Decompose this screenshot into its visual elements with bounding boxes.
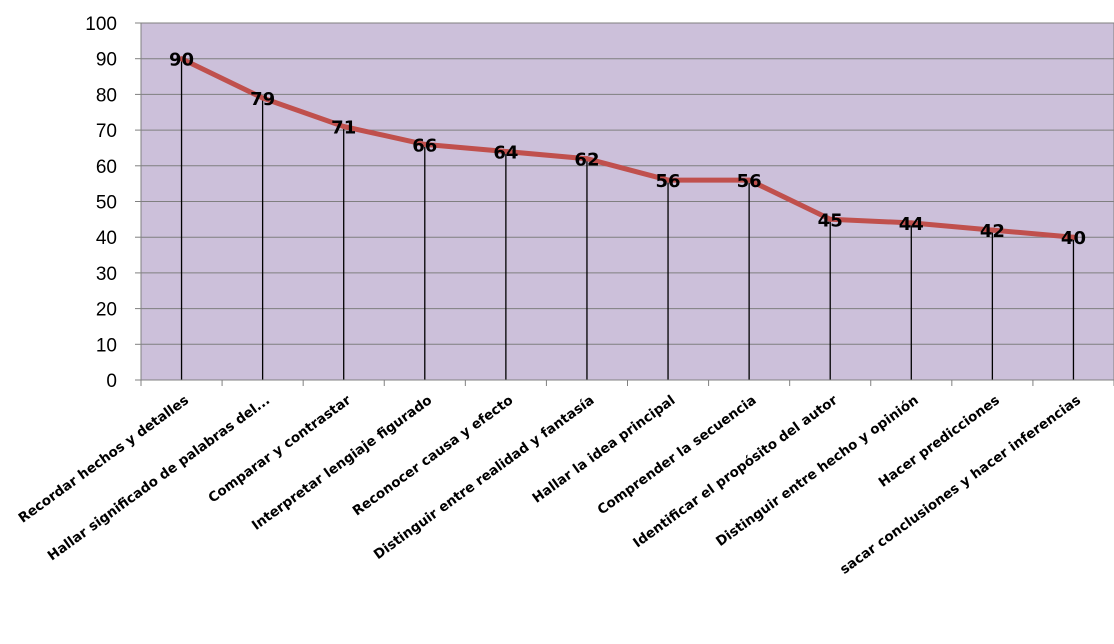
y-tick-label: 0: [106, 371, 117, 392]
data-label: 62: [574, 150, 599, 171]
x-tick-label: Hallar la idea principal: [529, 392, 678, 506]
y-axis-ticks: 0 10 20 30 40 50 60 70 80 90 100: [85, 14, 117, 392]
data-label: 40: [1061, 228, 1086, 249]
series-line: [179, 56, 1076, 240]
data-label: 56: [656, 171, 681, 192]
data-point: [422, 141, 428, 147]
data-label: 64: [493, 143, 518, 164]
data-label: 42: [980, 221, 1005, 242]
gridlines: [141, 22, 1114, 345]
x-tick-label: Reconocer causa y efecto: [350, 392, 517, 519]
data-point: [989, 227, 995, 233]
data-label: 79: [250, 89, 275, 110]
data-point: [1070, 234, 1076, 240]
y-tick-label: 10: [96, 335, 117, 356]
data-label: 90: [169, 50, 194, 71]
y-tick-label: 100: [85, 14, 117, 35]
y-tick-label: 80: [96, 85, 117, 106]
data-point: [584, 156, 590, 162]
data-point: [827, 216, 833, 222]
data-point: [908, 220, 914, 226]
data-point: [746, 177, 752, 183]
data-labels: 90 79 71 66 64 62 56 56 45 44 42 40: [169, 50, 1086, 250]
x-tick-label: Recordar hechos y detalles: [16, 392, 192, 526]
drop-lines: [180, 58, 1075, 380]
y-tick-label: 30: [96, 264, 117, 285]
data-point: [179, 56, 185, 62]
y-tick-label: 70: [96, 121, 117, 142]
data-point: [503, 149, 509, 155]
series-group: [179, 56, 1076, 240]
data-label: 56: [737, 171, 762, 192]
y-tick-label: 50: [96, 193, 117, 214]
y-tick-label: 90: [96, 50, 117, 71]
x-tick-label: Comprender la secuencia: [595, 392, 760, 518]
data-point: [665, 177, 671, 183]
data-label: 45: [818, 210, 843, 231]
data-label: 44: [899, 214, 924, 235]
y-tick-label: 60: [96, 157, 117, 178]
data-label: 71: [331, 118, 356, 139]
x-tick-label: Comparar y contrastar: [205, 392, 354, 506]
data-point: [260, 95, 266, 101]
data-point: [341, 124, 347, 130]
axes: [135, 22, 1114, 386]
y-tick-label: 20: [96, 300, 117, 321]
y-tick-label: 40: [96, 228, 117, 249]
data-label: 66: [412, 135, 437, 156]
